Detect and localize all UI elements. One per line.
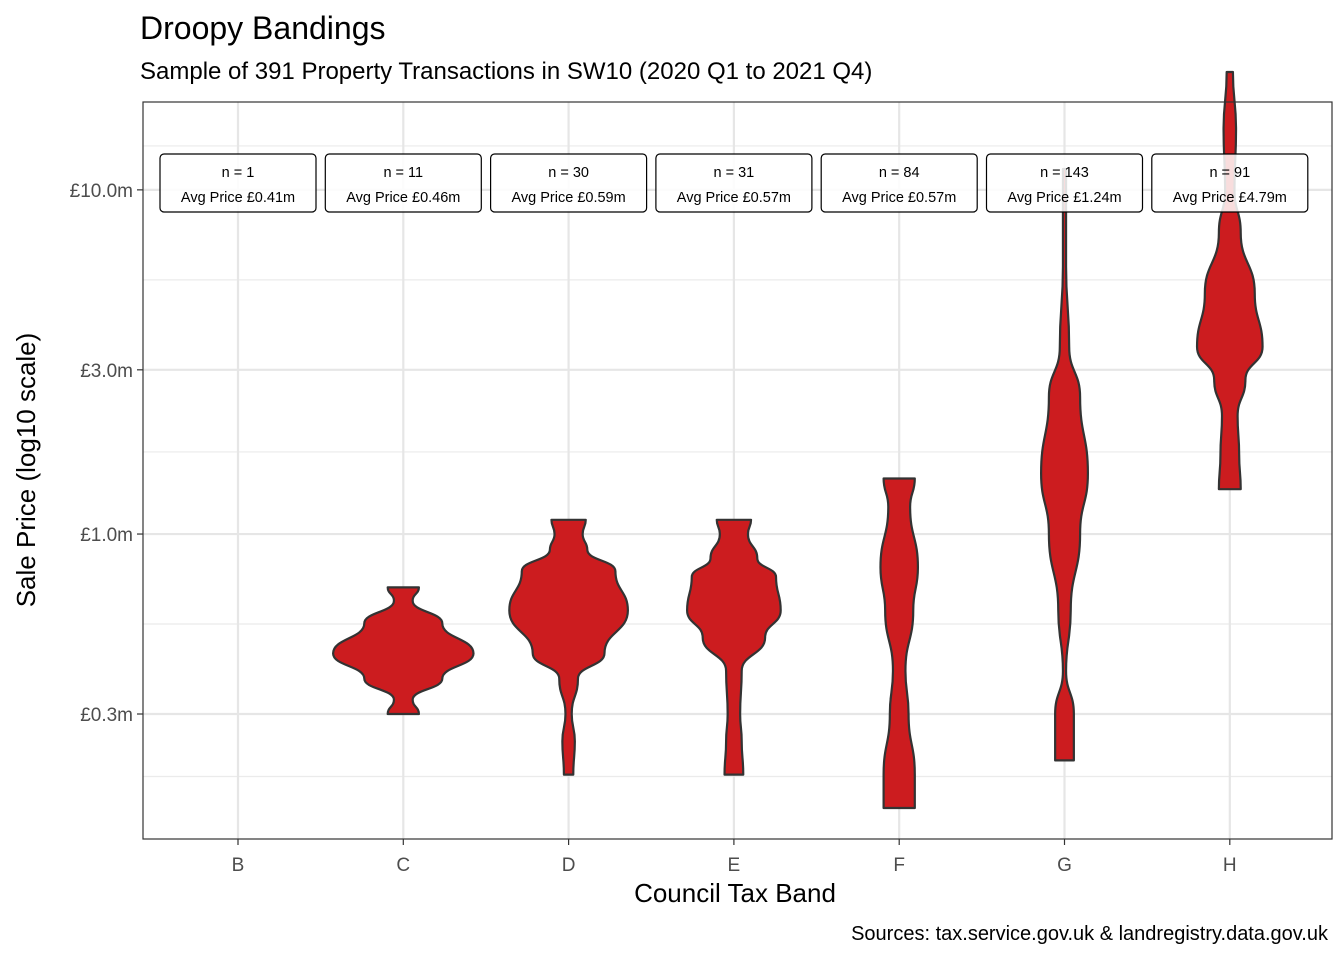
annotation-count: n = 11 xyxy=(383,165,423,181)
annotation-count: n = 143 xyxy=(1040,165,1089,181)
annotation-avg-price: Avg Price £0.59m xyxy=(512,190,626,206)
annotation-labels: n = 1 Avg Price £0.41m n = 11 Avg Price £0.… xyxy=(159,153,1309,213)
x-tick-label: H xyxy=(1223,855,1237,876)
annotation-count: n = 91 xyxy=(1209,165,1250,181)
annotation-box xyxy=(820,153,978,213)
annotation-box xyxy=(324,153,482,213)
annotation-label-d: n = 30 Avg Price £0.59m xyxy=(490,153,648,213)
x-tick-label: G xyxy=(1057,855,1072,876)
annotation-avg-price: Avg Price £4.79m xyxy=(1173,190,1287,206)
x-tick-label: F xyxy=(893,855,905,876)
annotation-box xyxy=(1151,153,1309,213)
annotation-label-h: n = 91 Avg Price £4.79m xyxy=(1151,153,1309,213)
x-axis-title: Council Tax Band xyxy=(634,878,836,908)
annotation-label-f: n = 84 Avg Price £0.57m xyxy=(820,153,978,213)
annotation-avg-price: Avg Price £0.46m xyxy=(346,190,460,206)
x-tick-label: C xyxy=(396,855,410,876)
annotation-avg-price: Avg Price £0.57m xyxy=(842,190,956,206)
violin-layer xyxy=(332,70,1264,810)
annotation-avg-price: Avg Price £0.41m xyxy=(181,190,295,206)
y-axis-title: Sale Price (log10 scale) xyxy=(11,333,41,608)
y-tick-label: £10.0m xyxy=(70,181,133,202)
annotation-label-b: n = 1 Avg Price £0.41m xyxy=(159,153,317,213)
violin-e xyxy=(686,518,782,776)
violin-g xyxy=(1040,167,1089,762)
minor-gridlines xyxy=(143,145,1332,778)
annotation-box xyxy=(985,153,1144,213)
x-axis: B C D E F G H xyxy=(232,839,1237,876)
annotation-label-c: n = 11 Avg Price £0.46m xyxy=(324,153,482,213)
annotation-box xyxy=(159,153,317,213)
violin-c xyxy=(332,586,475,716)
chart-title: Droopy Bandings xyxy=(140,10,386,46)
y-axis: £10.0m £3.0m £1.0m £0.3m xyxy=(70,181,143,726)
violin-d xyxy=(508,518,629,776)
source-caption: Sources: tax.service.gov.uk & landregist… xyxy=(851,923,1328,945)
violin-f xyxy=(879,477,920,810)
plot-panel-border xyxy=(142,101,1333,840)
chart-subtitle: Sample of 391 Property Transactions in S… xyxy=(140,58,873,85)
violin-h xyxy=(1195,70,1264,491)
y-tick-label: £0.3m xyxy=(80,705,133,726)
annotation-label-e: n = 31 Avg Price £0.57m xyxy=(655,153,813,213)
annotation-avg-price: Avg Price £0.57m xyxy=(677,190,791,206)
annotation-count: n = 1 xyxy=(222,165,255,181)
x-tick-label: E xyxy=(728,855,741,876)
annotation-box xyxy=(655,153,813,213)
annotation-label-g: n = 143 Avg Price £1.24m xyxy=(985,153,1144,213)
y-tick-label: £3.0m xyxy=(80,361,133,382)
annotation-avg-price: Avg Price £1.24m xyxy=(1007,190,1121,206)
x-tick-label: D xyxy=(562,855,576,876)
x-tick-label: B xyxy=(232,855,245,876)
annotation-count: n = 31 xyxy=(714,165,755,181)
y-tick-label: £1.0m xyxy=(80,525,133,546)
annotation-count: n = 30 xyxy=(548,165,589,181)
annotation-box xyxy=(490,153,648,213)
annotation-count: n = 84 xyxy=(879,165,920,181)
